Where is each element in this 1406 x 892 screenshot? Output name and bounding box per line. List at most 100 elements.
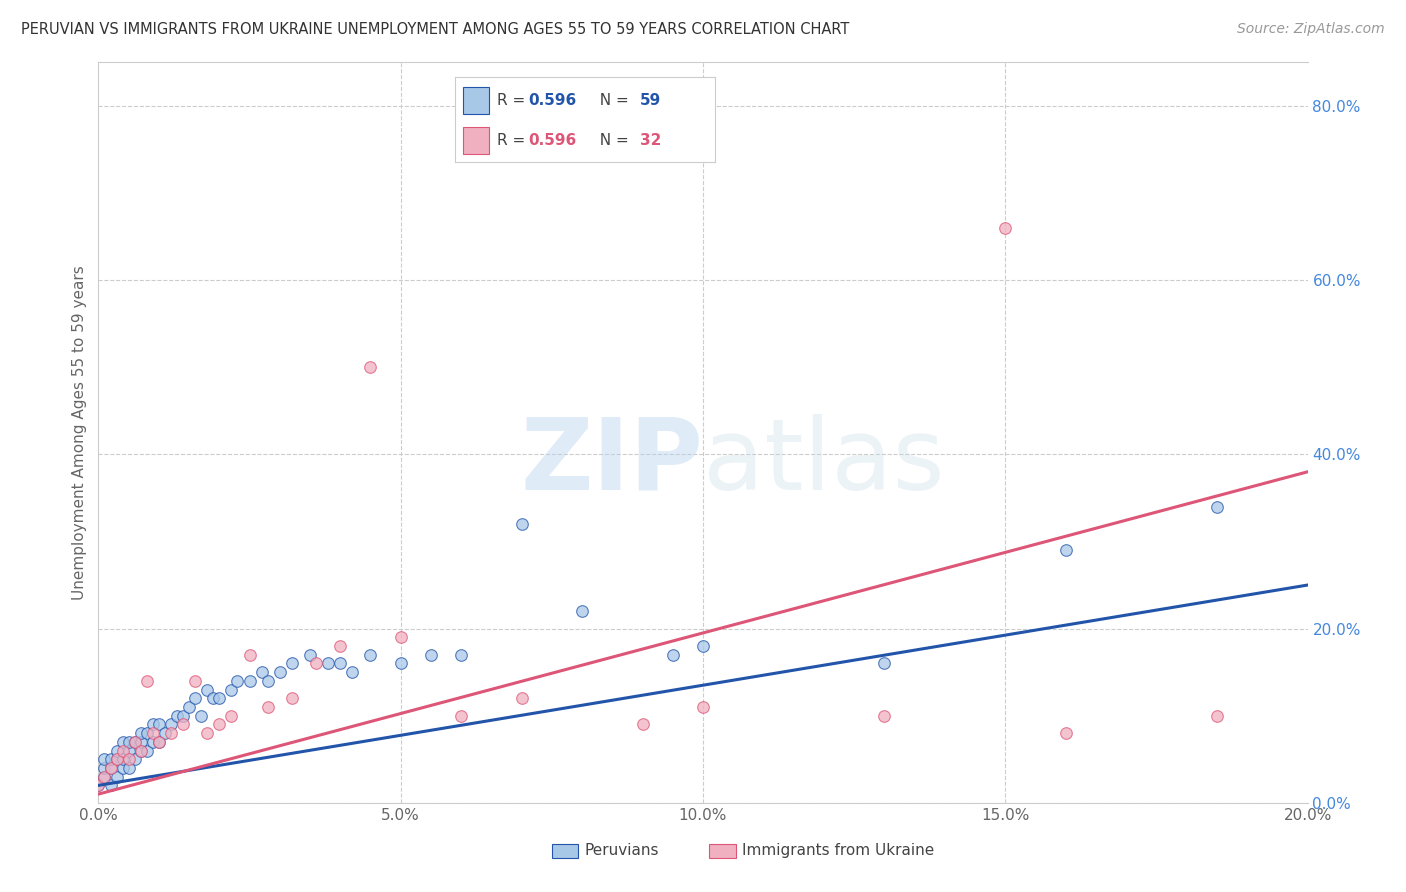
Point (93, 761, 115, 775)
Text: Peruvians: Peruvians (585, 844, 659, 858)
Point (118, 735, 141, 749)
Point (129, 726, 152, 740)
Point (100, 761, 122, 775)
Point (329, 657, 352, 671)
Point (299, 648, 322, 662)
Point (195, 682, 218, 697)
Point (1054, 543, 1077, 558)
Point (142, 726, 165, 740)
Point (661, 648, 683, 662)
Point (195, 726, 218, 740)
Point (160, 726, 183, 740)
Point (153, 726, 176, 740)
Point (142, 717, 165, 731)
Point (305, 657, 328, 671)
Point (105, 743, 128, 757)
Point (510, 691, 533, 706)
Point (256, 673, 278, 688)
Point (148, 717, 170, 731)
Point (129, 735, 152, 749)
Point (111, 735, 134, 749)
Point (93, 770, 115, 784)
Text: ZIP: ZIP (520, 414, 703, 511)
Point (93, 752, 115, 766)
Point (510, 517, 533, 532)
Point (389, 657, 412, 671)
Point (190, 708, 212, 723)
Point (135, 726, 157, 740)
Point (111, 761, 134, 775)
Point (111, 743, 134, 757)
Point (329, 639, 352, 653)
Point (142, 735, 165, 749)
Point (100, 778, 122, 792)
Point (179, 700, 201, 714)
Point (184, 691, 207, 706)
Point (1206, 708, 1229, 723)
Point (129, 743, 152, 757)
Point (111, 752, 134, 766)
Point (360, 648, 382, 662)
Point (571, 604, 593, 618)
Point (135, 743, 157, 757)
Point (124, 735, 146, 749)
Point (118, 743, 141, 757)
Point (360, 360, 382, 375)
Point (93, 770, 115, 784)
Point (420, 648, 443, 662)
Point (148, 735, 170, 749)
Point (124, 752, 146, 766)
Point (450, 648, 472, 662)
Text: PERUVIAN VS IMMIGRANTS FROM UKRAINE UNEMPLOYMENT AMONG AGES 55 TO 59 YEARS CORRE: PERUVIAN VS IMMIGRANTS FROM UKRAINE UNEM… (21, 22, 849, 37)
Point (873, 657, 896, 671)
Point (316, 657, 339, 671)
Point (269, 665, 291, 680)
Point (692, 700, 714, 714)
Point (631, 717, 654, 731)
Point (250, 665, 273, 680)
Point (118, 752, 141, 766)
Point (87, 778, 110, 792)
Point (281, 691, 304, 706)
Point (124, 735, 146, 749)
Point (135, 673, 157, 688)
Point (239, 648, 262, 662)
Point (1054, 726, 1077, 740)
Point (160, 717, 183, 731)
Point (172, 717, 194, 731)
Point (166, 708, 188, 723)
Point (100, 752, 122, 766)
Y-axis label: Unemployment Among Ages 55 to 59 years: Unemployment Among Ages 55 to 59 years (72, 265, 87, 600)
Point (256, 700, 278, 714)
Point (172, 708, 194, 723)
Bar (551, 844, 578, 858)
Point (87, 778, 110, 792)
Text: Source: ZipAtlas.com: Source: ZipAtlas.com (1237, 22, 1385, 37)
Point (118, 761, 141, 775)
Point (105, 770, 128, 784)
Point (221, 682, 243, 697)
Point (1206, 500, 1229, 514)
Point (281, 657, 304, 671)
Bar (709, 844, 735, 858)
Text: atlas: atlas (703, 414, 945, 511)
Point (105, 752, 128, 766)
Point (226, 673, 249, 688)
Point (202, 691, 225, 706)
Point (994, 221, 1017, 235)
Point (873, 708, 896, 723)
Point (148, 735, 170, 749)
Point (208, 717, 231, 731)
Point (208, 691, 231, 706)
Point (239, 673, 262, 688)
Point (129, 743, 152, 757)
Point (342, 665, 364, 680)
Point (100, 761, 122, 775)
Point (450, 708, 472, 723)
Point (692, 639, 714, 653)
Text: Immigrants from Ukraine: Immigrants from Ukraine (742, 844, 934, 858)
Point (105, 752, 128, 766)
Point (184, 673, 207, 688)
Point (221, 708, 243, 723)
Point (389, 630, 412, 644)
